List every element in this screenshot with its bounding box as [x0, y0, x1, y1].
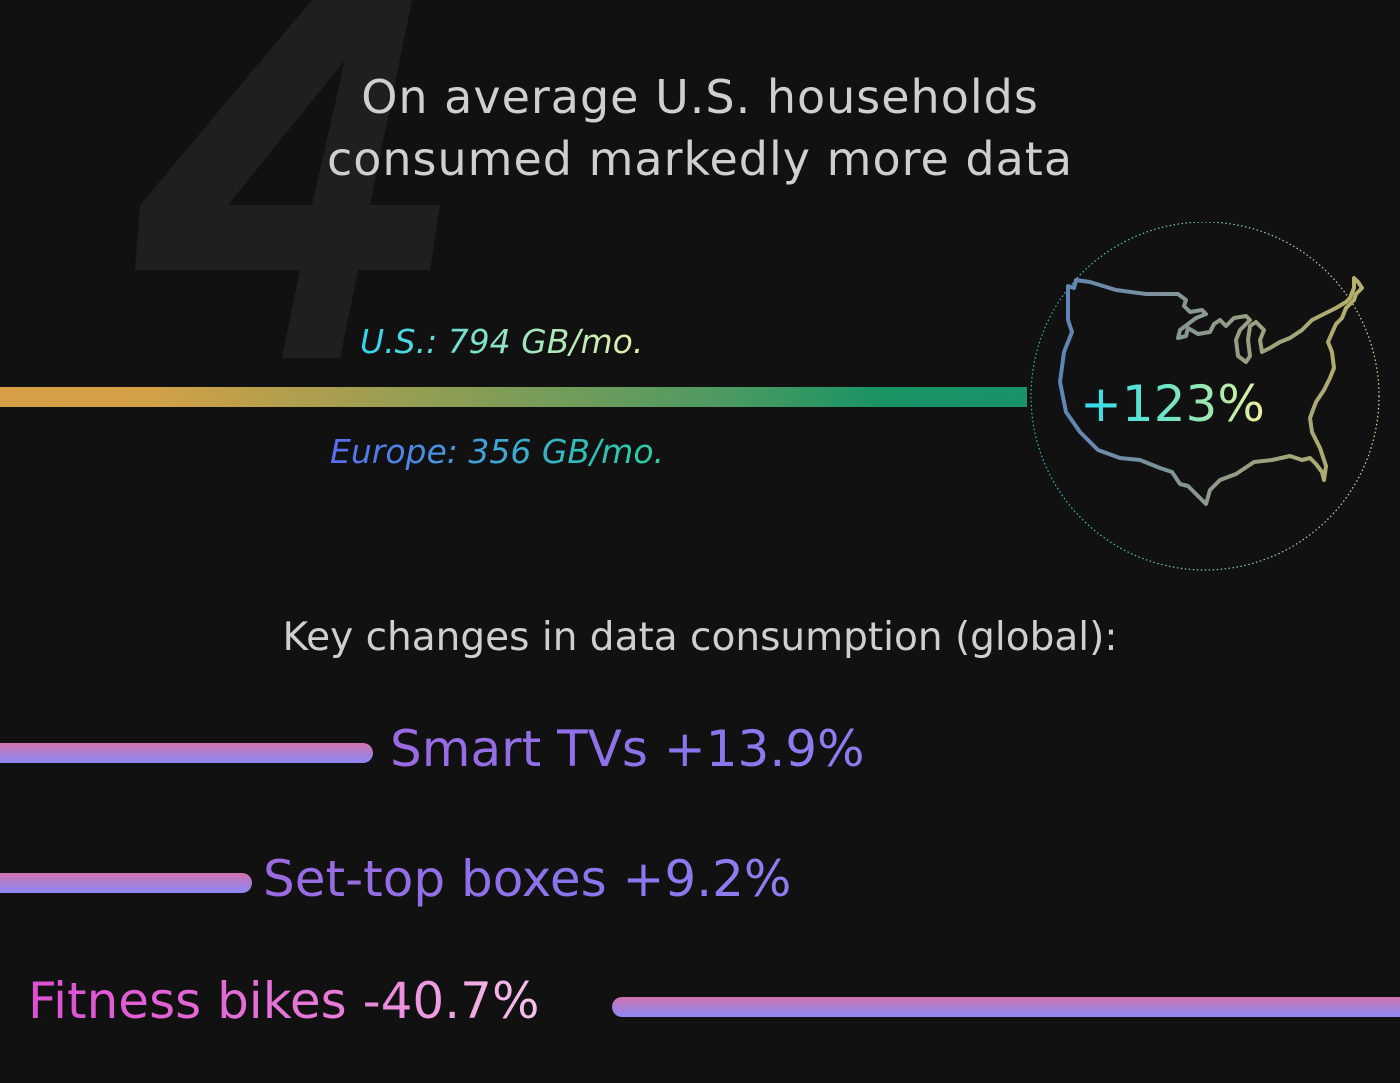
big-section-number: 4	[135, 0, 440, 358]
set-top-boxes-label: Set-top boxes +9.2%	[263, 850, 792, 908]
us-map-outline-icon	[1058, 276, 1364, 506]
headline-line-1: On average U.S. households	[361, 70, 1039, 124]
key-changes-title: Key changes in data consumption (global)…	[282, 615, 1118, 660]
smart-tvs-bar	[0, 743, 373, 763]
us-consumption-label: U.S.: 794 GB/mo.	[360, 322, 644, 361]
fitness-bikes-label: Fitness bikes -40.7%	[28, 972, 540, 1030]
four-glyph-shape	[135, 0, 440, 358]
set-top-boxes-bar	[0, 873, 252, 893]
us-vs-europe-difference: +123%	[1080, 375, 1265, 433]
dotted-ring	[1030, 222, 1380, 571]
headline-line-2: consumed markedly more data	[326, 132, 1074, 186]
us-map-badge	[1030, 222, 1380, 571]
fitness-bikes-bar	[612, 997, 1400, 1017]
smart-tvs-label: Smart TVs +13.9%	[390, 720, 865, 778]
europe-consumption-label: Europe: 356 GB/mo.	[330, 432, 665, 471]
consumption-gradient-bar	[0, 387, 1027, 407]
